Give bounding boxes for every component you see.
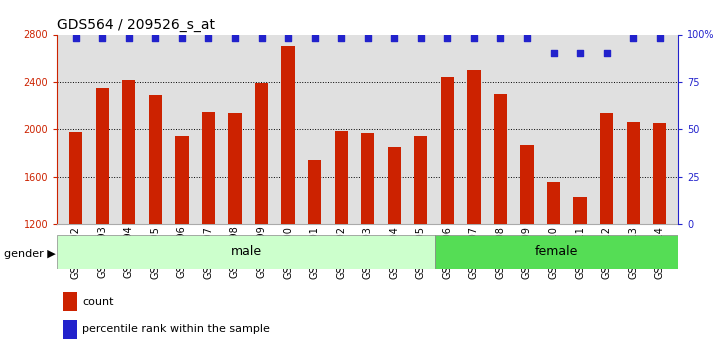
Text: count: count [82, 297, 114, 306]
Point [282, 36, 293, 41]
Text: female: female [535, 245, 578, 258]
Point [628, 36, 639, 41]
Point [415, 36, 426, 41]
Point [309, 36, 321, 41]
Point [336, 36, 347, 41]
Point [256, 36, 267, 41]
Bar [308, 160, 321, 224]
Point [521, 36, 533, 41]
Bar [228, 113, 241, 224]
Bar [653, 124, 666, 224]
Bar [388, 147, 401, 224]
Bar [494, 94, 507, 224]
Point [96, 36, 108, 41]
Text: gender ▶: gender ▶ [4, 249, 55, 258]
Bar [122, 80, 136, 224]
Point [468, 36, 480, 41]
Point [229, 36, 241, 41]
Bar [281, 46, 295, 224]
Bar [64, 292, 77, 311]
Point [654, 36, 665, 41]
Bar [149, 95, 162, 224]
Bar [57, 235, 436, 269]
Point [70, 36, 81, 41]
Point [548, 51, 559, 56]
Point [176, 36, 188, 41]
Bar [626, 122, 640, 224]
Bar [441, 77, 454, 224]
Bar [467, 70, 481, 224]
Point [574, 51, 585, 56]
Bar [69, 132, 82, 224]
Point [495, 36, 506, 41]
Bar [521, 145, 533, 224]
Bar [436, 235, 678, 269]
Bar [573, 197, 587, 224]
Bar [64, 320, 77, 339]
Point [123, 36, 134, 41]
Bar [361, 133, 374, 224]
Bar [96, 88, 109, 224]
Bar [600, 113, 613, 224]
Point [203, 36, 214, 41]
Bar [547, 181, 560, 224]
Bar [175, 137, 188, 224]
Point [601, 51, 613, 56]
Point [150, 36, 161, 41]
Bar [255, 83, 268, 224]
Point [442, 36, 453, 41]
Text: GDS564 / 209526_s_at: GDS564 / 209526_s_at [57, 18, 215, 32]
Bar [414, 137, 428, 224]
Bar [335, 130, 348, 224]
Text: male: male [231, 245, 262, 258]
Point [388, 36, 400, 41]
Bar [202, 111, 215, 224]
Point [362, 36, 373, 41]
Text: percentile rank within the sample: percentile rank within the sample [82, 325, 270, 334]
